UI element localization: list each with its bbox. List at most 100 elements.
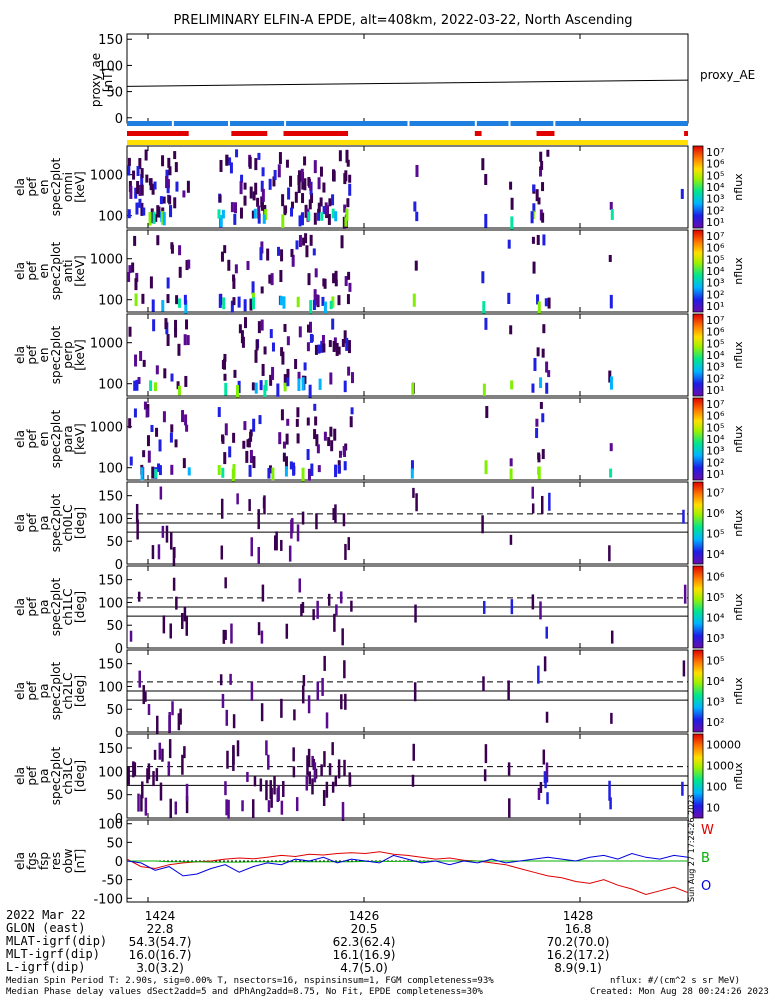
energy-panel-1-cell-117 (332, 170, 336, 182)
pa-panel-2-cell-18 (280, 698, 283, 718)
pa-panel-2-ytick-label-0: 0 (115, 726, 123, 741)
energy-panel-4-cell-46 (246, 439, 250, 448)
energy-panel-3-cell-42 (223, 358, 227, 370)
pa-panel-0-cell-32 (291, 518, 294, 534)
energy-panel-2-cell-11 (185, 260, 189, 271)
energy-panel-3-ylabel-line-0: ela (13, 346, 27, 364)
fgs-ytick-label-3: 50 (106, 836, 123, 851)
energy-panel-1-cell-52 (162, 212, 166, 226)
pa-panel-3-cell-54 (292, 747, 295, 762)
energy-panel-3-cell-70 (328, 340, 332, 348)
pa-panel-3-cell-65 (277, 784, 280, 801)
energy-panel-1-cell-163 (300, 212, 304, 226)
energy-panel-4-cell-58 (329, 426, 333, 437)
energy-panel-4-ylabel-line-2: en (37, 432, 51, 447)
energy-panel-4-ytick-label-1: 1000 (90, 421, 123, 436)
energy-panel-3-cell-54 (337, 346, 341, 355)
pa-panel-0-cell-15 (236, 493, 239, 505)
pa-panel-2-cb-tick-0: 10² (706, 716, 724, 729)
energy-panel-1-cell-139 (285, 159, 289, 168)
energy-panel-4-cell-85 (282, 441, 286, 449)
energy-panel-3-colorbar (692, 313, 704, 397)
energy-panel-2-ylabel-line-1: pef (25, 261, 39, 281)
pa-panel-3-cell-4 (155, 768, 159, 782)
pa-panel-0-ytick-label-0: 0 (115, 558, 123, 573)
energy-panel-4-cell-28 (154, 468, 158, 479)
energy-panel-3-ylabel-line-3: spec2plot (49, 325, 63, 384)
pa-panel-3-cell-45 (308, 771, 312, 785)
energy-panel-3-cell-58 (347, 366, 351, 376)
energy-panel-1-cell-132 (287, 187, 291, 200)
energy-panel-1-cell-184 (532, 184, 536, 192)
energy-panel-1-cell-124 (338, 150, 342, 162)
pa-panel-0-cell-19 (344, 543, 347, 560)
energy-panel-4-cb-tick-0: 10¹ (706, 468, 724, 481)
pa-panel-3-cb-label: nflux (732, 762, 745, 790)
energy-panel-2-cell-5 (127, 271, 131, 282)
energy-panel-1-cell-121 (346, 159, 350, 167)
energy-panel-1-ylabel-line-0: ela (13, 178, 27, 196)
energy-panel-1-cell-53 (148, 211, 152, 226)
energy-panel-3-ylabel-line-4: perp (61, 341, 75, 369)
energy-panel-3-cell-4 (137, 377, 141, 385)
energy-panel-1-cell-43 (127, 209, 131, 219)
pa-panel-3-cb-tick-1: 100 (706, 781, 727, 794)
energy-panel-1-cell-141 (294, 191, 298, 203)
fgs-ytick-label-2: 0 (115, 855, 123, 870)
energy-panel-4-ylabel-line-5: [keV] (73, 423, 87, 454)
pa-panel-3-cell-55 (343, 759, 346, 776)
energy-panel-2-cell-86 (414, 260, 418, 271)
pa-panel-3-cell-11 (159, 782, 163, 801)
energy-panel-4-cell-3 (143, 401, 147, 410)
energy-panel-2-cell-27 (246, 260, 250, 270)
energy-panel-1-cell-136 (290, 207, 294, 217)
energy-panel-4-cell-2 (133, 408, 137, 418)
pa-panel-3-cell-84 (543, 771, 547, 784)
energy-panel-4-cell-12 (128, 418, 132, 429)
energy-panel-2-cell-72 (348, 282, 352, 292)
energy-panel-2-cell-22 (161, 300, 165, 312)
energy-panel-1-cell-78 (235, 149, 239, 158)
pa-panel-0-cell-30 (334, 504, 337, 524)
energy-panel-3-cb-tick-2: 10³ (706, 361, 724, 374)
energy-panel-1-cell-110 (319, 197, 323, 207)
pa-panel-2-cell-12 (232, 714, 236, 729)
energy-panel-4-cell-40 (249, 431, 253, 442)
energy-panel-4-cell-60 (280, 409, 284, 421)
energy-panel-4-cell-71 (282, 452, 286, 462)
proxy-ae-ylabel-line-0: proxy_ae (89, 53, 103, 107)
energy-panel-4-cell-70 (278, 432, 282, 445)
energy-panel-2-cell-64 (337, 295, 341, 306)
energy-panel-1-cell-179 (539, 166, 543, 177)
energy-panel-4-cell-86 (333, 428, 337, 441)
xaxis-row-0-value-1: 1426 (349, 909, 380, 923)
energy-panel-4-cell-55 (271, 467, 275, 481)
pa-panel-2-cell-8 (147, 704, 151, 716)
footer-created: Created: Mon Aug 28 00:24:26 2023 (590, 987, 769, 997)
energy-panel-1-cell-106 (297, 181, 301, 194)
pa-panel-0-cell-35 (481, 515, 484, 534)
pa-panel-0-cell-5 (136, 519, 139, 540)
energy-panel-4-cell-18 (174, 439, 178, 448)
energy-panel-2-cell-23 (183, 294, 187, 305)
energy-panel-3-cell-112 (608, 370, 612, 383)
energy-panel-2-cell-71 (302, 237, 306, 246)
pa-panel-1-cell-8 (175, 596, 178, 610)
energy-panel-3-cell-45 (244, 317, 248, 329)
energy-panel-1-cell-13 (168, 166, 172, 176)
pa-panel-0-cell-41 (608, 545, 611, 562)
energy-panel-4-cell-41 (248, 464, 252, 477)
pa-panel-3-cell-15 (144, 797, 148, 816)
energy-panel-2-cell-99 (537, 301, 541, 314)
energy-panel-1-cell-35 (145, 174, 149, 183)
energy-panel-2-cell-35 (232, 274, 236, 282)
energy-panel-1-cell-41 (173, 197, 177, 209)
pa-panel-3-cell-48 (322, 790, 326, 807)
energy-panel-4-cell-39 (217, 407, 221, 418)
pa-panel-3-cell-61 (306, 755, 309, 776)
energy-panel-2-cell-16 (134, 278, 138, 291)
energy-panel-4-cell-80 (342, 445, 346, 455)
pa-panel-1-cell-19 (335, 604, 338, 616)
pa-panel-1-ylabel-line-4: ch1LC (61, 589, 75, 626)
pa-panel-1-cell-7 (183, 606, 187, 622)
